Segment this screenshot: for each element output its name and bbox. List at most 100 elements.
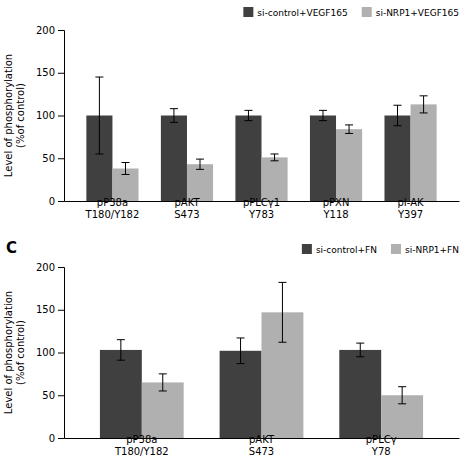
x-tick-label-line: S473 bbox=[249, 446, 274, 457]
x-tick-label-line: Y78 bbox=[371, 446, 391, 457]
bar bbox=[339, 350, 381, 438]
y-axis-title: Level of phosphorylation(%of control) bbox=[3, 54, 26, 177]
legend-label: si-NRP1+FN bbox=[405, 245, 459, 255]
error-bar bbox=[420, 96, 428, 113]
error-bar bbox=[319, 110, 327, 120]
legend-item: si-NRP1+FN bbox=[391, 244, 459, 255]
legend-label: si-control+VEGF165 bbox=[257, 8, 347, 18]
error-bar bbox=[196, 159, 204, 169]
y-axis-title-line: (%of control) bbox=[15, 83, 26, 148]
x-tick: pP38aT180/Y182 bbox=[85, 197, 140, 220]
legend-swatch bbox=[302, 244, 312, 254]
y-tick: 200 bbox=[36, 25, 64, 36]
error-bar bbox=[237, 338, 245, 364]
error-bar bbox=[170, 109, 178, 123]
chart-title: C bbox=[6, 239, 17, 257]
y-tick-mark bbox=[58, 201, 64, 202]
plot-area bbox=[86, 77, 436, 201]
y-tick-label: 100 bbox=[36, 110, 55, 121]
x-tick: pPLCγ1Y783 bbox=[243, 197, 280, 220]
y-axis-title-line: (%of control) bbox=[15, 320, 26, 385]
y-tick-label: 200 bbox=[36, 25, 55, 36]
y-tick-label: 50 bbox=[42, 153, 55, 164]
x-tick-label: pAKTS473 bbox=[249, 434, 275, 457]
y-tick-mark bbox=[58, 116, 64, 117]
y-tick: 0 bbox=[49, 196, 64, 207]
error-bar bbox=[398, 387, 406, 404]
legend: si-control+VEGF165 si-NRP1+VEGF165 bbox=[243, 7, 459, 18]
y-tick: 0 bbox=[49, 433, 64, 444]
x-axis: pP38aT180/Y182 pAKTS473 pPLCγ1Y783 pPXNY118… bbox=[65, 197, 460, 220]
error-bar bbox=[356, 343, 364, 357]
x-tick: pAKTS473 bbox=[174, 197, 200, 220]
x-tick-label-line: Y118 bbox=[322, 209, 348, 220]
bar bbox=[100, 350, 142, 438]
bar-series bbox=[112, 96, 436, 201]
legend-label: si-NRP1+VEGF165 bbox=[376, 8, 459, 18]
y-tick-label: 0 bbox=[49, 433, 55, 444]
y-tick-mark bbox=[58, 395, 64, 396]
x-tick-label: pPXNY118 bbox=[322, 197, 349, 220]
x-tick-label-line: Y397 bbox=[397, 209, 423, 220]
x-tick-label-line: S473 bbox=[174, 209, 199, 220]
legend-label: si-control+FN bbox=[316, 245, 377, 255]
legend: si-control+FN si-NRP1+FN bbox=[302, 244, 459, 255]
y-axis-line bbox=[58, 31, 65, 202]
legend-item: si-control+FN bbox=[302, 244, 377, 255]
y-tick-label: 50 bbox=[42, 390, 55, 401]
y-axis-title: Level of phosphorylation(%of control) bbox=[3, 291, 26, 414]
bar bbox=[262, 157, 288, 201]
x-tick-label: pAKTS473 bbox=[174, 197, 200, 220]
y-axis-title-line: Level of phosphorylation bbox=[3, 54, 14, 177]
x-tick-label-line: T180/Y182 bbox=[114, 446, 169, 457]
bar bbox=[384, 116, 410, 202]
y-tick: 100 bbox=[36, 110, 64, 121]
bar bbox=[336, 129, 362, 201]
chart-figure: 050100150200pP38aT180/Y182pAKTS473pPLCγ1… bbox=[0, 0, 474, 474]
legend-swatch bbox=[391, 244, 401, 254]
legend-swatch bbox=[362, 7, 372, 17]
panel: 0 50 100 150 200 pP38aT180/Y182 pAKTS473 pPLCγ1… bbox=[3, 7, 460, 220]
x-tick-label: pPLCγY78 bbox=[366, 434, 397, 457]
y-tick: 200 bbox=[36, 262, 64, 273]
y-axis: 050100150200 bbox=[36, 262, 65, 444]
legend-item: si-control+VEGF165 bbox=[243, 7, 347, 18]
x-tick-label-line: pI-AK bbox=[398, 197, 425, 208]
legend-swatch bbox=[243, 7, 253, 17]
bar bbox=[235, 116, 261, 202]
x-tick-label-line: pAKT bbox=[174, 197, 200, 208]
x-tick: pPXNY118 bbox=[322, 197, 349, 220]
bar-series bbox=[100, 338, 381, 438]
error-bar bbox=[159, 374, 167, 391]
x-tick-label-line: pPLCγ1 bbox=[243, 197, 280, 208]
y-tick-mark bbox=[58, 267, 64, 268]
y-tick-mark bbox=[58, 310, 64, 311]
y-tick: 50 bbox=[42, 153, 64, 164]
y-tick: 150 bbox=[36, 304, 64, 315]
x-tick-label-line: pPXN bbox=[323, 197, 350, 208]
x-tick: pPLCγY78 bbox=[366, 434, 397, 457]
x-tick-label-line: T180/Y182 bbox=[85, 209, 140, 220]
x-tick-label-line: pP38a bbox=[126, 434, 157, 445]
bar-series bbox=[142, 282, 423, 438]
y-tick-label: 150 bbox=[36, 67, 55, 78]
error-bar bbox=[345, 125, 353, 134]
y-axis-title-line: Level of phosphorylation bbox=[3, 291, 14, 414]
y-axis-line bbox=[58, 268, 65, 439]
y-tick-mark bbox=[58, 438, 64, 439]
error-bar bbox=[244, 110, 252, 120]
y-tick-mark bbox=[58, 73, 64, 74]
y-tick-label: 0 bbox=[49, 196, 55, 207]
error-bar bbox=[278, 282, 286, 342]
y-tick-mark bbox=[58, 30, 64, 31]
error-bar bbox=[271, 154, 279, 161]
y-tick: 150 bbox=[36, 67, 64, 78]
x-tick-label-line: pP38a bbox=[97, 197, 128, 208]
x-tick-label: pP38aT180/Y182 bbox=[85, 197, 140, 220]
x-tick: pP38aT180/Y182 bbox=[114, 434, 169, 457]
bar bbox=[161, 116, 187, 202]
x-tick-label: pP38aT180/Y182 bbox=[114, 434, 169, 457]
y-tick-mark bbox=[58, 353, 64, 354]
panel: 050100150200pP38aT180/Y182pAKTS473pPLCγY… bbox=[3, 239, 460, 457]
plot-area bbox=[100, 282, 423, 438]
